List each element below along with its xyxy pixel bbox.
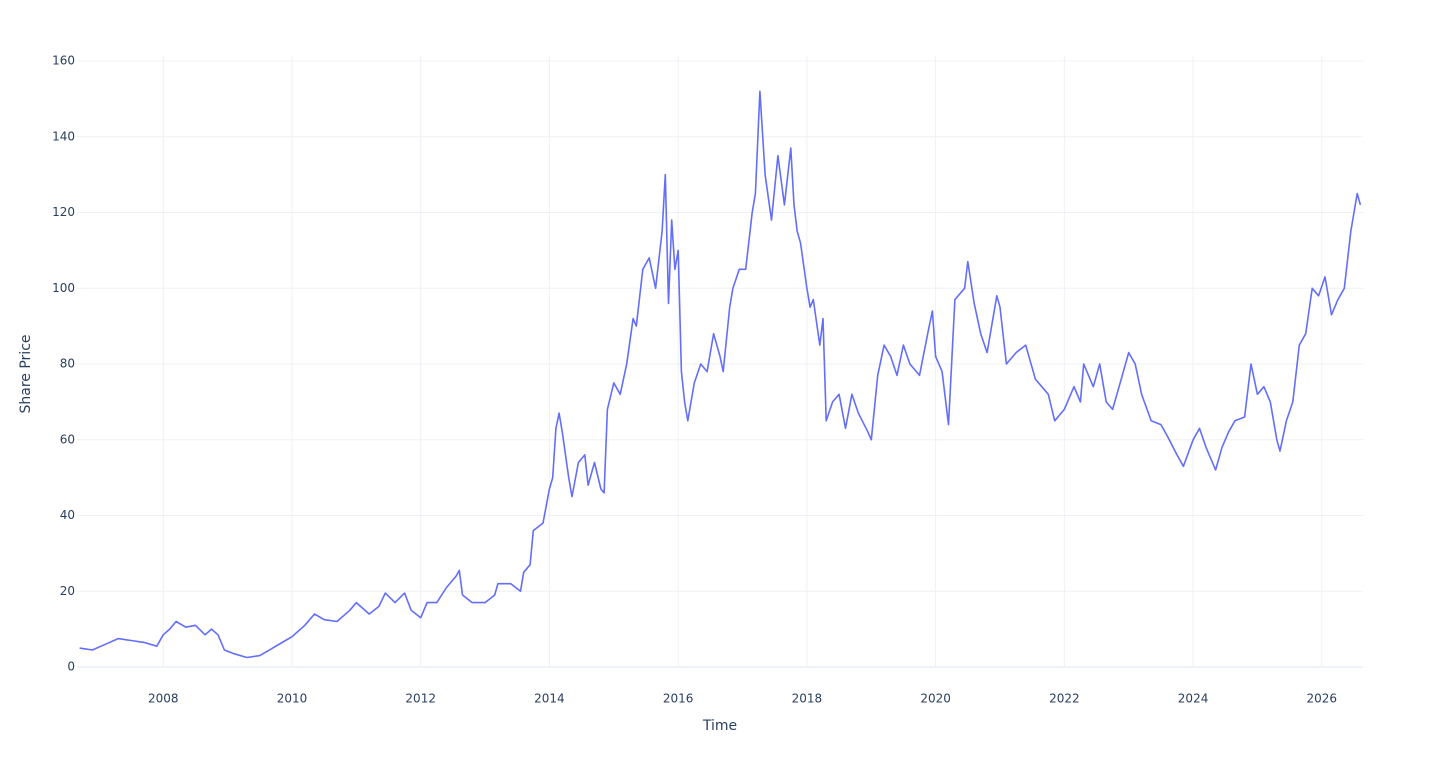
x-tick-label: 2022 xyxy=(1049,692,1080,706)
y-tick-label: 60 xyxy=(60,432,75,446)
x-tick-label: 2020 xyxy=(920,692,951,706)
y-tick-label: 40 xyxy=(60,508,75,522)
x-tick-label: 2014 xyxy=(534,692,565,706)
x-axis-title: Time xyxy=(702,718,737,734)
x-tick-label: 2018 xyxy=(792,692,823,706)
y-tick-label: 20 xyxy=(60,584,75,598)
y-axis-title: Share Price xyxy=(18,334,34,413)
y-tick-label: 100 xyxy=(52,281,75,295)
x-tick-label: 2010 xyxy=(277,692,308,706)
price-line xyxy=(79,90,1362,659)
x-tick-label: 2016 xyxy=(663,692,694,706)
x-tick-label: 2026 xyxy=(1307,692,1338,706)
x-tick-label: 2012 xyxy=(405,692,436,706)
y-tick-label: 120 xyxy=(52,205,75,219)
y-tick-label: 140 xyxy=(52,129,75,143)
x-tick-label: 2024 xyxy=(1178,692,1209,706)
y-tick-label: 0 xyxy=(67,660,75,674)
y-tick-label: 80 xyxy=(60,357,75,371)
x-tick-label: 2008 xyxy=(148,692,179,706)
y-tick-label: 160 xyxy=(52,54,75,68)
